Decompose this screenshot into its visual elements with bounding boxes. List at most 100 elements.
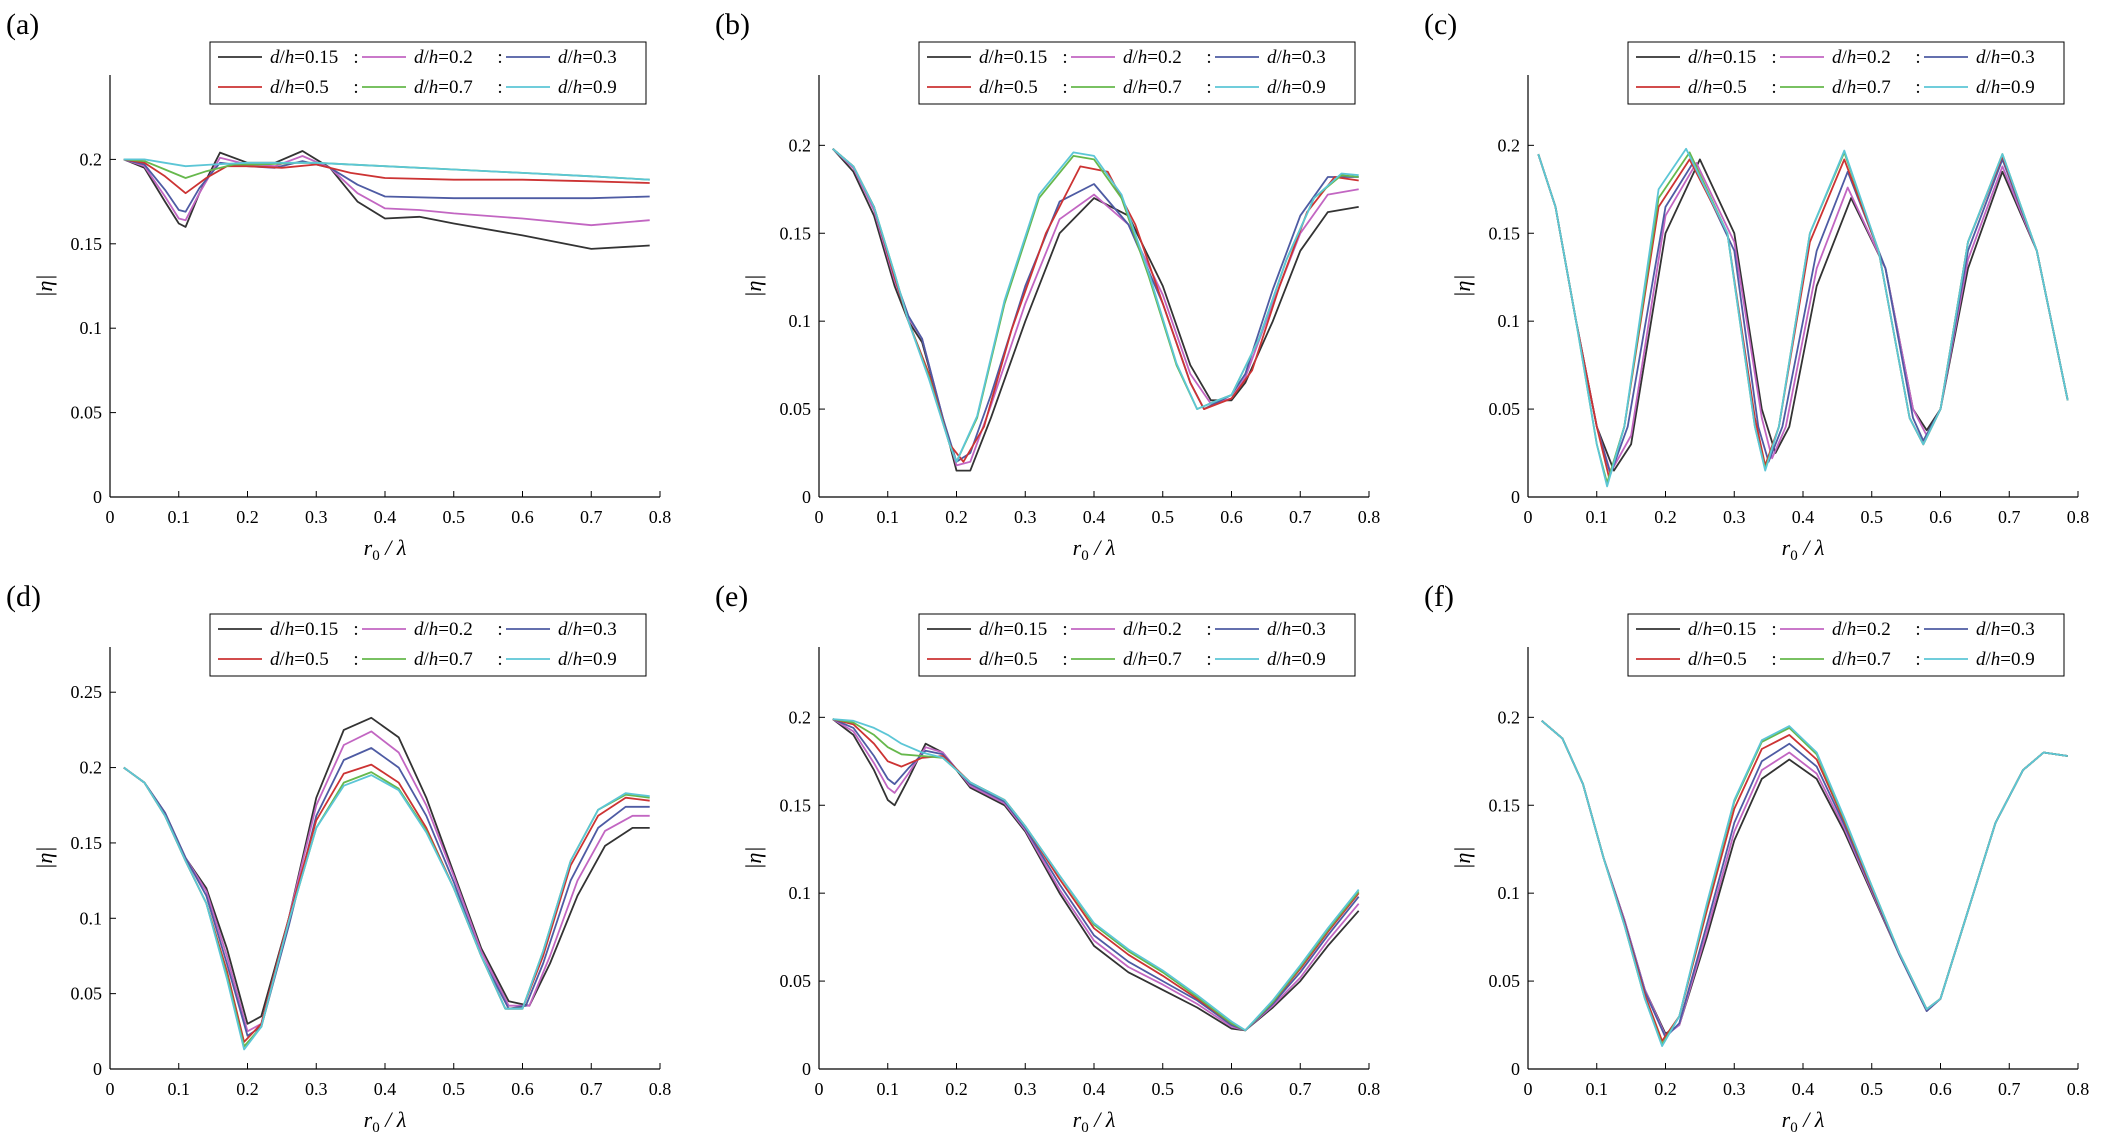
- legend-separator: :: [497, 77, 502, 98]
- legend-label: d/h=0.3: [558, 47, 617, 68]
- x-tick-label: 0.7: [580, 1079, 603, 1099]
- y-tick-label: 0.1: [1498, 311, 1521, 331]
- series-line: [1537, 153, 2069, 474]
- y-tick-label: 0.2: [1498, 135, 1521, 155]
- panel-label: (a): [6, 8, 40, 41]
- legend-separator: :: [1771, 47, 1776, 68]
- x-tick-label: 0.5: [443, 507, 466, 527]
- legend-separator: :: [497, 47, 502, 68]
- legend-label: d/h=0.2: [1832, 619, 1891, 640]
- x-tick-label: 0.3: [1723, 1079, 1746, 1099]
- x-axis-label: r0 / λ: [364, 1107, 407, 1136]
- legend-separator: :: [1771, 619, 1776, 640]
- series-line: [123, 158, 650, 181]
- legend-label: d/h=0.3: [558, 619, 617, 640]
- legend-separator: :: [1206, 619, 1211, 640]
- y-axis-label: |η|: [1450, 274, 1475, 297]
- panel-label: (e): [715, 580, 749, 613]
- legend-label: d/h=0.9: [558, 649, 617, 670]
- y-tick-label: 0.2: [1498, 707, 1521, 727]
- legend-box: [918, 41, 1356, 105]
- panel-label: (b): [715, 8, 750, 41]
- series-line: [832, 718, 1360, 1032]
- y-tick-label: 0.15: [71, 234, 103, 254]
- legend-separator: :: [497, 649, 502, 670]
- x-tick-label: 0.2: [236, 507, 259, 527]
- series-line: [123, 747, 650, 1037]
- legend-separator: :: [1206, 649, 1211, 670]
- series-line: [123, 730, 650, 1033]
- y-tick-label: 0.05: [780, 399, 812, 419]
- x-tick-label: 0.1: [1586, 1079, 1609, 1099]
- legend-separator: :: [1771, 77, 1776, 98]
- chart-panel: (e) 0 0.1 0.2 0.3 0.4 0.5 0.6 0.7 0.8 0 0.05 0.1 0.15…: [709, 572, 1418, 1143]
- x-tick-label: 0.4: [1792, 507, 1815, 527]
- x-tick-label: 0.4: [374, 507, 397, 527]
- legend-box: [1627, 41, 2065, 105]
- y-axis-label: |η|: [741, 846, 766, 869]
- x-tick-label: 0.6: [1929, 507, 1952, 527]
- y-tick-label: 0.1: [789, 311, 812, 331]
- y-tick-label: 0.15: [780, 223, 812, 243]
- x-tick-label: 0.1: [168, 1079, 191, 1099]
- x-tick-label: 0.4: [1792, 1079, 1815, 1099]
- legend-separator: :: [1915, 77, 1920, 98]
- legend-label: d/h=0.3: [1267, 619, 1326, 640]
- x-tick-label: 0.2: [1654, 507, 1677, 527]
- x-tick-label: 0.5: [1152, 507, 1175, 527]
- legend-separator: :: [1206, 47, 1211, 68]
- x-tick-label: 0.5: [1152, 1079, 1175, 1099]
- y-axis-label: |η|: [1450, 846, 1475, 869]
- legend-separator: :: [1915, 619, 1920, 640]
- x-tick-label: 0.3: [1014, 1079, 1037, 1099]
- x-tick-label: 0.1: [168, 507, 191, 527]
- panel-label: (c): [1424, 8, 1458, 41]
- y-tick-label: 0.1: [789, 883, 812, 903]
- legend-label: d/h=0.7: [1832, 649, 1891, 670]
- series-line: [123, 150, 650, 250]
- series-line: [1537, 153, 2069, 472]
- y-tick-label: 0.15: [780, 795, 812, 815]
- x-tick-label: 0.6: [1220, 1079, 1243, 1099]
- y-tick-label: 0.05: [1489, 399, 1521, 419]
- legend-label: d/h=0.9: [558, 77, 617, 98]
- chart-panel: (a) 0 0.1 0.2 0.3 0.4 0.5 0.6 0.7 0.8 0 0.05 0.1 0.15…: [0, 0, 709, 571]
- legend-separator: :: [353, 649, 358, 670]
- series-line: [832, 718, 1360, 1032]
- legend-separator: :: [1062, 47, 1067, 68]
- legend-box: [1627, 613, 2065, 677]
- x-axis-label: r0 / λ: [1073, 1107, 1116, 1136]
- series-line: [123, 766, 650, 1048]
- legend-separator: :: [353, 619, 358, 640]
- legend-separator: :: [1771, 649, 1776, 670]
- x-tick-label: 0.1: [1586, 507, 1609, 527]
- x-tick-label: 0.4: [1083, 507, 1106, 527]
- legend-label: d/h=0.15: [979, 47, 1047, 68]
- legend-box: [209, 41, 647, 105]
- legend-separator: :: [353, 47, 358, 68]
- y-tick-label: 0.05: [1489, 971, 1521, 991]
- legend-label: d/h=0.3: [1976, 619, 2035, 640]
- y-tick-label: 0.15: [1489, 223, 1521, 243]
- legend-label: d/h=0.15: [270, 619, 338, 640]
- legend-separator: :: [1062, 77, 1067, 98]
- x-tick-label: 0: [106, 1079, 115, 1099]
- legend-label: d/h=0.5: [1688, 649, 1747, 670]
- x-tick-label: 0.3: [1723, 507, 1746, 527]
- legend-label: d/h=0.2: [414, 619, 473, 640]
- x-tick-label: 0: [1524, 507, 1533, 527]
- y-tick-label: 0.15: [1489, 795, 1521, 815]
- x-tick-label: 0.6: [1220, 507, 1243, 527]
- x-tick-label: 0.7: [1289, 507, 1312, 527]
- x-axis-label: r0 / λ: [1782, 1107, 1825, 1136]
- chart-svg: 0 0.1 0.2 0.3 0.4 0.5 0.6 0.7 0.8 0 0.05 0.1 0.15 0.2…: [741, 41, 1380, 564]
- x-tick-label: 0.8: [649, 1079, 672, 1099]
- y-tick-label: 0: [802, 1059, 811, 1079]
- y-tick-label: 0.2: [80, 149, 103, 169]
- x-tick-label: 0.5: [443, 1079, 466, 1099]
- y-tick-label: 0.1: [80, 908, 103, 928]
- series-line: [123, 155, 650, 227]
- y-tick-label: 0.1: [80, 318, 103, 338]
- legend-label: d/h=0.7: [1832, 77, 1891, 98]
